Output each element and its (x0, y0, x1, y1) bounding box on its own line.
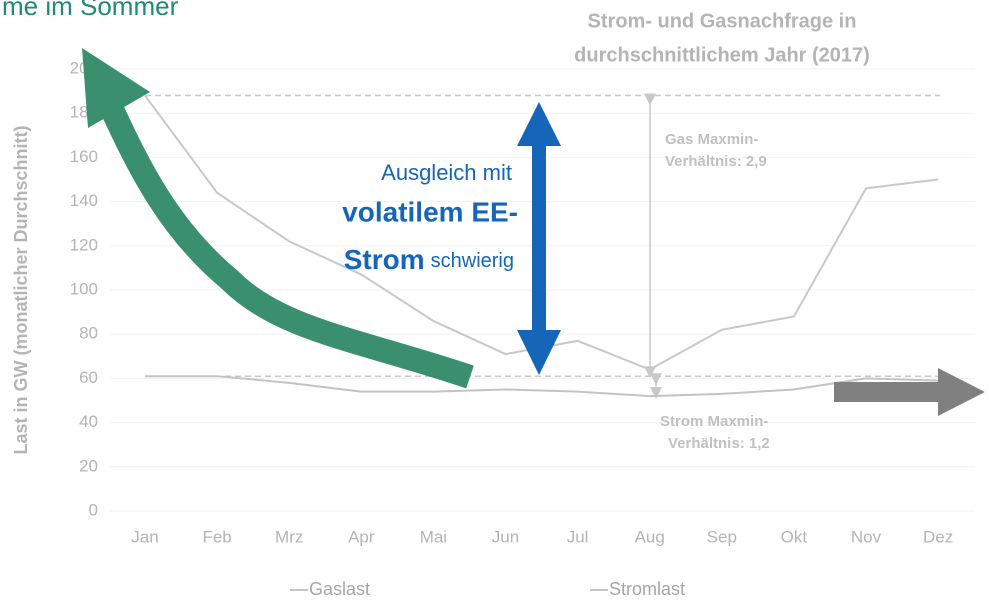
annotation: Gas Maxmin- (665, 131, 758, 148)
x-tick-label: Okt (781, 527, 808, 546)
y-tick-label: 80 (79, 324, 98, 343)
y-tick-label: 140 (70, 191, 98, 210)
plot-area: 020406080100120140160180200JanFebMrzAprM… (70, 58, 975, 546)
green-arrow (82, 48, 474, 389)
x-tick-label: Jul (567, 527, 589, 546)
annotation: Ausgleich mit (381, 160, 512, 185)
legend-label: Stromlast (609, 579, 685, 599)
x-tick-label: Mai (420, 527, 447, 546)
legend-label: Gaslast (309, 579, 370, 599)
x-tick-label: Apr (348, 527, 375, 546)
gray-arrow (834, 368, 985, 416)
y-axis-label: Last in GW (monatlicher Durchschnitt) (11, 125, 31, 454)
legend: Gaslast Stromlast (290, 579, 685, 599)
y-tick-label: 160 (70, 147, 98, 166)
heading: me im Sommer (2, 0, 179, 21)
annotation: Verhältnis: 2,9 (665, 153, 767, 170)
y-tick-label: 100 (70, 279, 98, 298)
y-tick-label: 120 (70, 235, 98, 254)
x-tick-label: Aug (635, 527, 665, 546)
blue-arrow (517, 102, 561, 375)
chart-title: durchschnittlichem Jahr (2017) (574, 44, 870, 66)
chart-title: Strom- und Gasnachfrage in (588, 10, 857, 32)
y-tick-label: 40 (79, 412, 98, 431)
x-tick-label: Nov (851, 527, 882, 546)
annotation: Verhältnis: 1,2 (668, 435, 770, 452)
x-tick-label: Dez (923, 527, 953, 546)
x-tick-label: Jun (492, 527, 519, 546)
annotation-rest: schwierig (431, 250, 514, 272)
annotation: Strom schwierig (344, 244, 514, 275)
annotation-bold: Strom (344, 244, 425, 275)
x-tick-label: Jan (131, 527, 158, 546)
y-tick-label: 0 (89, 500, 98, 519)
x-tick-label: Feb (202, 527, 231, 546)
y-tick-label: 60 (79, 368, 98, 387)
series-line (145, 375, 939, 398)
annotation: Strom Maxmin- (660, 413, 768, 430)
x-tick-label: Sep (707, 527, 737, 546)
x-tick-label: Mrz (275, 527, 303, 546)
y-tick-label: 20 (79, 456, 98, 475)
annotation: volatilem EE- (342, 196, 518, 227)
